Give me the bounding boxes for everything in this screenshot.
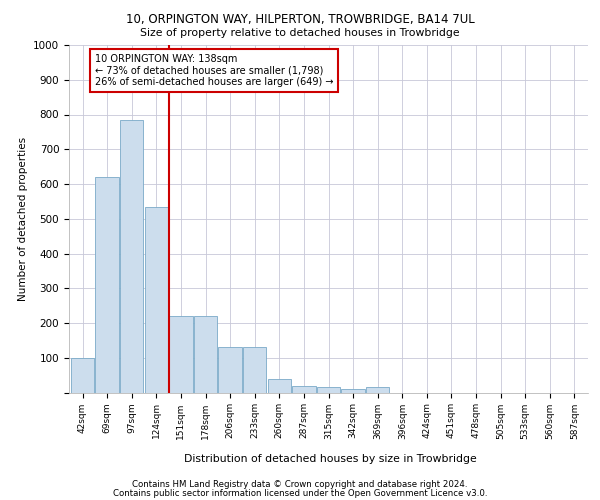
Bar: [95, 177, 119, 392]
Bar: [292, 386, 316, 392]
Bar: [145, 206, 168, 392]
Y-axis label: Number of detached properties: Number of detached properties: [17, 136, 28, 301]
Bar: [268, 378, 291, 392]
Bar: [218, 348, 242, 393]
Bar: [71, 358, 94, 392]
Bar: [366, 388, 389, 392]
Text: 10 ORPINGTON WAY: 138sqm
← 73% of detached houses are smaller (1,798)
26% of sem: 10 ORPINGTON WAY: 138sqm ← 73% of detach…: [95, 54, 334, 87]
Text: Size of property relative to detached houses in Trowbridge: Size of property relative to detached ho…: [140, 28, 460, 38]
Bar: [194, 316, 217, 392]
Text: Distribution of detached houses by size in Trowbridge: Distribution of detached houses by size …: [184, 454, 476, 464]
Text: 10, ORPINGTON WAY, HILPERTON, TROWBRIDGE, BA14 7UL: 10, ORPINGTON WAY, HILPERTON, TROWBRIDGE…: [125, 12, 475, 26]
Bar: [120, 120, 143, 392]
Text: Contains public sector information licensed under the Open Government Licence v3: Contains public sector information licen…: [113, 489, 487, 498]
Bar: [169, 316, 193, 392]
Bar: [317, 388, 340, 392]
Text: Contains HM Land Registry data © Crown copyright and database right 2024.: Contains HM Land Registry data © Crown c…: [132, 480, 468, 489]
Bar: [243, 348, 266, 393]
Bar: [341, 389, 365, 392]
